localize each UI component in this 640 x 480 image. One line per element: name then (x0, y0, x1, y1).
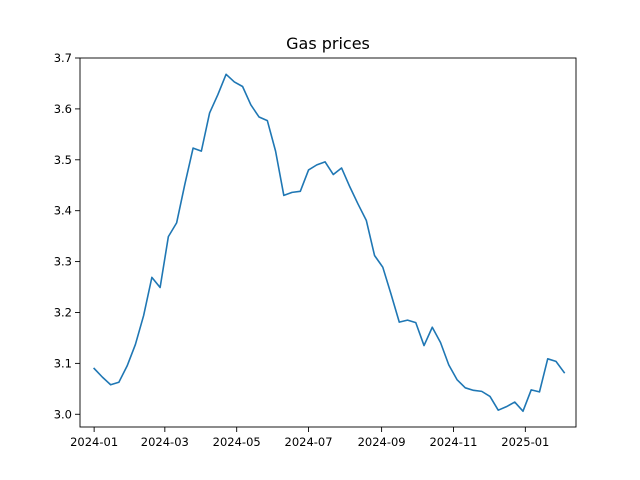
x-tick-label: 2024-07 (285, 435, 333, 449)
x-tick-label: 2025-01 (501, 435, 549, 449)
chart-title: Gas prices (286, 34, 370, 53)
plot-frame (79, 57, 577, 428)
y-tick-label: 3.3 (54, 255, 72, 269)
y-tick-label: 3.2 (54, 305, 72, 319)
y-tick-label: 3.4 (54, 204, 72, 218)
y-tick-label: 3.5 (54, 153, 72, 167)
x-tick-label: 2024-11 (429, 435, 477, 449)
y-axis: 3.0 3.1 3.2 3.3 3.4 3.5 3.6 3.7 (54, 51, 80, 421)
plot-area (93, 73, 566, 413)
y-tick-label: 3.1 (54, 356, 72, 370)
x-tick-label: 2024-03 (141, 435, 189, 449)
y-tick-label: 3.7 (54, 51, 72, 65)
x-tick-label: 2024-09 (358, 435, 406, 449)
gas-price-series-line (93, 73, 566, 413)
y-tick-label: 3.0 (54, 407, 72, 421)
x-axis: 2024-01 2024-03 2024-05 2024-07 2024-09 2024-… (70, 427, 549, 449)
x-tick-label: 2024-05 (213, 435, 261, 449)
x-tick-label: 2024-01 (70, 435, 118, 449)
y-tick-label: 3.6 (54, 102, 72, 116)
